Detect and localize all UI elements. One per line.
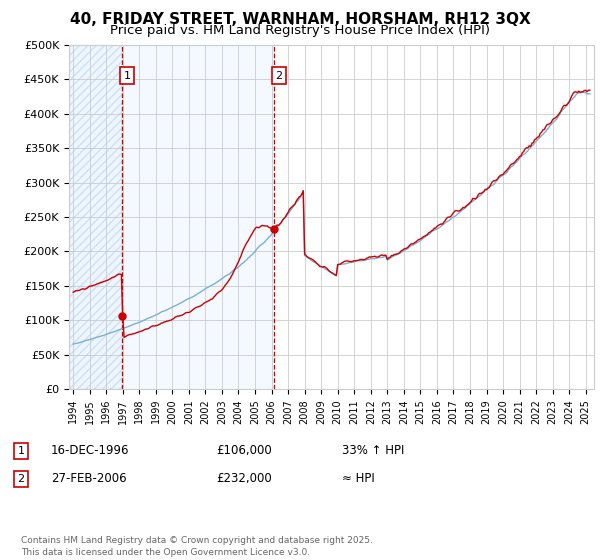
Text: 16-DEC-1996: 16-DEC-1996 (51, 444, 130, 458)
Text: 27-FEB-2006: 27-FEB-2006 (51, 472, 127, 486)
Bar (69, 45, 122, 389)
Text: £106,000: £106,000 (216, 444, 272, 458)
Text: ≈ HPI: ≈ HPI (342, 472, 375, 486)
Text: 1: 1 (124, 71, 131, 81)
Text: 2: 2 (17, 474, 25, 484)
Text: £232,000: £232,000 (216, 472, 272, 486)
Text: Price paid vs. HM Land Registry's House Price Index (HPI): Price paid vs. HM Land Registry's House … (110, 24, 490, 37)
Text: 2: 2 (275, 71, 283, 81)
Text: 1: 1 (17, 446, 25, 456)
Text: 40, FRIDAY STREET, WARNHAM, HORSHAM, RH12 3QX: 40, FRIDAY STREET, WARNHAM, HORSHAM, RH1… (70, 12, 530, 27)
Bar (122, 45, 274, 389)
Text: 33% ↑ HPI: 33% ↑ HPI (342, 444, 404, 458)
Text: Contains HM Land Registry data © Crown copyright and database right 2025.
This d: Contains HM Land Registry data © Crown c… (21, 536, 373, 557)
